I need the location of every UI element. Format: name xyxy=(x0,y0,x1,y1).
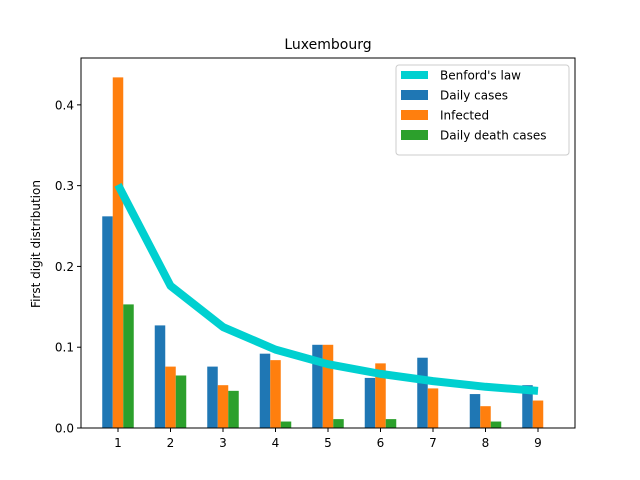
x-tick-label: 7 xyxy=(429,436,437,450)
bar-daily-death-cases-6 xyxy=(385,419,397,428)
bar-infected-5 xyxy=(322,344,334,428)
bar-daily-cases-5 xyxy=(312,344,323,428)
bar-infected-9 xyxy=(532,400,544,428)
x-tick-label: 2 xyxy=(167,436,175,450)
y-axis-label: First digit distribution xyxy=(29,180,43,308)
bar-infected-8 xyxy=(480,406,491,428)
legend: Benford's law Daily cases Infected Daily de… xyxy=(395,64,570,156)
x-tick-label: 9 xyxy=(534,436,542,450)
bar-daily-death-cases-5 xyxy=(333,419,344,428)
legend-label: Benford's law xyxy=(440,69,521,83)
bar-daily-cases-8 xyxy=(469,394,481,428)
bar-infected-6 xyxy=(375,363,386,428)
bar-daily-cases-1 xyxy=(102,216,113,428)
bar-daily-cases-4 xyxy=(259,353,271,428)
x-tick-label: 5 xyxy=(324,436,332,450)
bar-daily-cases-2 xyxy=(154,325,166,428)
bar-infected-3 xyxy=(217,385,229,428)
x-tick-label: 3 xyxy=(219,436,227,450)
x-tick-label: 4 xyxy=(272,436,280,450)
x-tick-label: 6 xyxy=(377,436,385,450)
legend-box xyxy=(395,64,570,156)
legend-label: Infected xyxy=(440,109,489,123)
y-tick-label: 0.3 xyxy=(55,179,74,193)
x-tick-label: 8 xyxy=(482,436,490,450)
bar-infected-4 xyxy=(270,360,281,428)
legend-swatch-bar xyxy=(401,110,428,120)
bar-daily-cases-6 xyxy=(364,377,376,428)
plot-area: 1 2 3 4 5 6 7 8 9 0.0 0.1 0.2 0.3 0.4 xyxy=(55,57,576,450)
bar-infected-2 xyxy=(165,366,176,428)
bar-daily-death-cases-2 xyxy=(175,375,187,428)
chart-title: Luxembourg xyxy=(284,37,371,53)
y-tick-label: 0.4 xyxy=(55,98,74,112)
legend-swatch-bar xyxy=(401,130,428,140)
legend-label: Daily cases xyxy=(440,89,508,103)
bar-infected-1 xyxy=(112,77,124,429)
y-tick-label: 0.0 xyxy=(55,422,74,436)
x-tick-label: 1 xyxy=(114,436,122,450)
bar-daily-death-cases-8 xyxy=(490,421,502,428)
benford-line xyxy=(114,182,539,395)
legend-label: Daily death cases xyxy=(440,129,547,143)
bar-daily-death-cases-1 xyxy=(123,304,134,428)
bar-infected-7 xyxy=(427,388,439,428)
bar-daily-death-cases-3 xyxy=(228,390,239,428)
bar-daily-death-cases-4 xyxy=(280,421,292,428)
bar-daily-cases-3 xyxy=(207,366,218,428)
y-tick-label: 0.2 xyxy=(55,260,74,274)
bar-daily-cases-7 xyxy=(417,357,428,428)
bar-daily-cases-9 xyxy=(522,385,533,428)
legend-swatch-bar xyxy=(401,90,428,100)
y-tick-label: 0.1 xyxy=(55,341,74,355)
